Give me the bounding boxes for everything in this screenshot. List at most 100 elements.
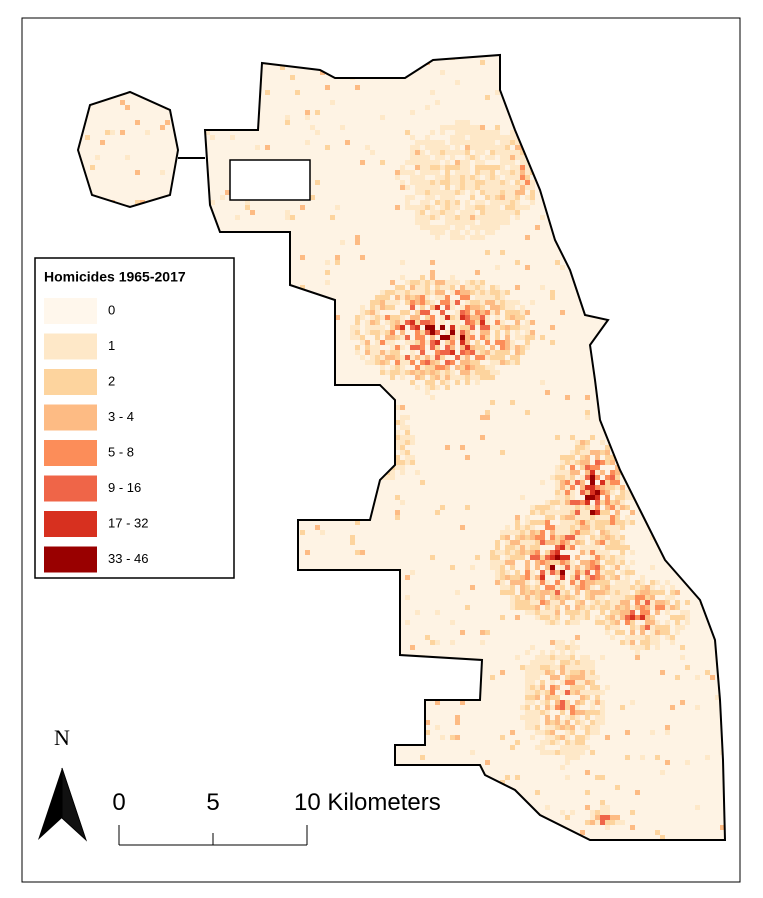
heat-cell: [460, 355, 465, 360]
heat-cell: [655, 645, 660, 650]
heat-cell: [475, 175, 480, 180]
heat-cell: [385, 330, 390, 335]
heat-cell: [415, 335, 420, 340]
heat-cell: [415, 330, 420, 335]
heat-cell: [435, 295, 440, 300]
heat-cell: [405, 435, 410, 440]
heat-cell: [660, 770, 665, 775]
heat-cell: [540, 685, 545, 690]
heat-cell: [480, 285, 485, 290]
heat-cell: [530, 575, 535, 580]
heat-cell: [400, 465, 405, 470]
heat-cell: [400, 470, 405, 475]
heat-cell: [595, 685, 600, 690]
heat-cell: [555, 580, 560, 585]
heat-cell: [570, 545, 575, 550]
heat-cell: [575, 735, 580, 740]
heat-cell: [415, 220, 420, 225]
heat-cell: [595, 715, 600, 720]
heat-cell: [450, 155, 455, 160]
heat-cell: [430, 190, 435, 195]
heat-cell: [465, 330, 470, 335]
heat-cell: [625, 585, 630, 590]
heat-cell: [605, 600, 610, 605]
heat-cell: [390, 325, 395, 330]
heat-cell: [540, 535, 545, 540]
heat-cell: [420, 215, 425, 220]
heat-cell: [450, 140, 455, 145]
heat-cell: [620, 615, 625, 620]
heat-cell: [675, 615, 680, 620]
heat-cell: [570, 710, 575, 715]
heat-cell: [525, 610, 530, 615]
heat-cell: [535, 675, 540, 680]
heat-cell: [375, 315, 380, 320]
heat-cell: [495, 125, 500, 130]
heat-cell: [450, 330, 455, 335]
heat-cell: [390, 375, 395, 380]
heat-cell: [520, 190, 525, 195]
heat-cell: [405, 160, 410, 165]
heat-cell: [565, 740, 570, 745]
heat-cell: [545, 560, 550, 565]
heat-cell: [580, 700, 585, 705]
heat-cell: [570, 575, 575, 580]
heat-cell: [610, 525, 615, 530]
heat-cell: [480, 125, 485, 130]
heat-cell: [530, 335, 535, 340]
heat-cell: [570, 450, 575, 455]
heat-cell: [440, 350, 445, 355]
heat-cell: [480, 215, 485, 220]
heat-cell: [485, 170, 490, 175]
heat-cell: [365, 330, 370, 335]
heat-cell: [560, 710, 565, 715]
heat-cell: [435, 370, 440, 375]
heat-cell: [640, 580, 645, 585]
heat-cell: [580, 685, 585, 690]
heat-cell: [470, 130, 475, 135]
heat-cell: [210, 200, 215, 205]
heat-cell: [695, 805, 700, 810]
heat-cell: [595, 690, 600, 695]
heat-cell: [530, 715, 535, 720]
heat-cell: [370, 325, 375, 330]
heat-cell: [440, 310, 445, 315]
heat-cell: [585, 475, 590, 480]
heat-cell: [595, 730, 600, 735]
heat-cell: [510, 360, 515, 365]
heat-cell: [600, 820, 605, 825]
heat-cell: [455, 80, 460, 85]
heat-cell: [435, 345, 440, 350]
heat-cell: [575, 565, 580, 570]
heat-cell: [395, 365, 400, 370]
heat-cell: [540, 595, 545, 600]
heat-cell: [500, 550, 505, 555]
heat-cell: [420, 160, 425, 165]
heat-cell: [495, 290, 500, 295]
heat-cell: [430, 270, 435, 275]
heat-cell: [575, 460, 580, 465]
heat-cell: [585, 410, 590, 415]
heat-cell: [570, 560, 575, 565]
heat-cell: [465, 120, 470, 125]
heat-cell: [510, 540, 515, 545]
heat-cell: [355, 325, 360, 330]
heat-cell: [435, 225, 440, 230]
heat-cell: [525, 185, 530, 190]
heat-cell: [430, 140, 435, 145]
heat-cell: [420, 190, 425, 195]
heat-cell: [655, 600, 660, 605]
heat-cell: [650, 580, 655, 585]
heat-cell: [600, 815, 605, 820]
heat-cell: [665, 610, 670, 615]
heat-cell: [535, 600, 540, 605]
heat-cell: [550, 505, 555, 510]
heat-cell: [365, 350, 370, 355]
heat-cell: [450, 375, 455, 380]
heat-cell: [595, 555, 600, 560]
heat-cell: [635, 645, 640, 650]
heat-cell: [510, 190, 515, 195]
heat-cell: [420, 225, 425, 230]
heat-cell: [605, 820, 610, 825]
heat-cell: [430, 315, 435, 320]
